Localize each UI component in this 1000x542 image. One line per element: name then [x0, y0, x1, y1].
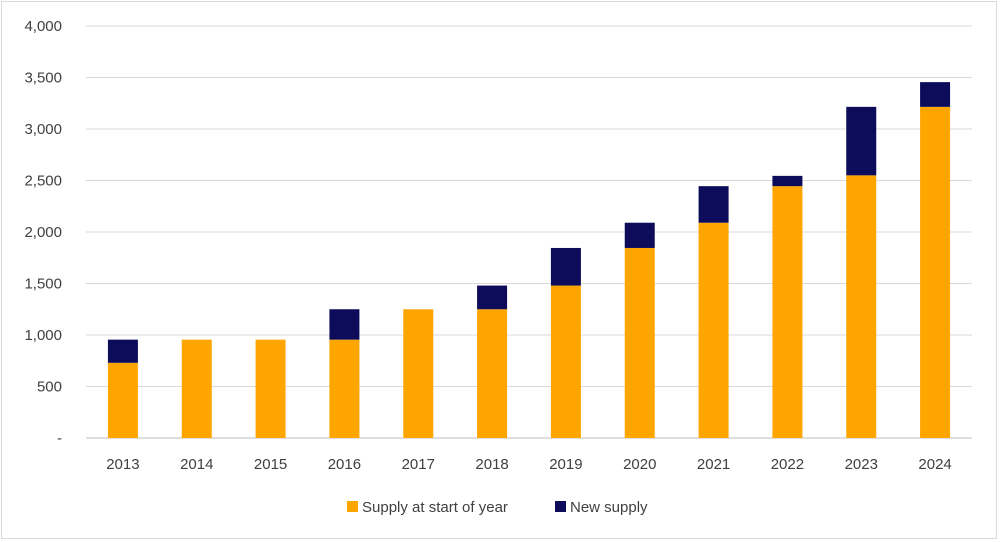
x-tick-label: 2021	[697, 456, 730, 473]
x-tick-label: 2023	[845, 456, 878, 473]
bar-new-supply	[624, 222, 655, 248]
y-tick-label: 2,000	[24, 224, 62, 241]
bar-new-supply	[107, 339, 138, 363]
x-tick-label: 2024	[918, 456, 951, 473]
bar-supply-start	[698, 222, 729, 438]
bar-supply-start	[772, 186, 803, 438]
bar-new-supply	[698, 186, 729, 223]
bar-new-supply	[846, 106, 877, 176]
bar-supply-start	[846, 175, 877, 438]
bar-new-supply	[477, 285, 508, 310]
y-tick-label: 3,500	[24, 70, 62, 87]
bar-supply-start	[624, 247, 655, 438]
y-tick-label: 500	[37, 379, 62, 396]
legend-label-new-supply: New supply	[570, 499, 648, 516]
x-tick-label: 2019	[549, 456, 582, 473]
x-tick-label: 2015	[254, 456, 287, 473]
bar-new-supply	[329, 309, 360, 340]
legend-swatch-new-supply	[555, 501, 566, 512]
legend-swatch-supply-start	[347, 501, 358, 512]
y-tick-label: 2,500	[24, 173, 62, 190]
y-tick-label: 4,000	[24, 18, 62, 35]
x-tick-label: 2014	[180, 456, 213, 473]
bar-supply-start	[920, 106, 951, 438]
bar-new-supply	[550, 247, 581, 286]
bar-supply-start	[329, 339, 360, 438]
bar-supply-start	[181, 339, 212, 438]
bar-supply-start	[255, 339, 286, 438]
bar-supply-start	[550, 285, 581, 438]
y-tick-label: -	[57, 430, 62, 447]
y-tick-label: 1,500	[24, 276, 62, 293]
bar-supply-start	[403, 309, 434, 438]
bar-supply-start	[107, 362, 138, 438]
x-tick-label: 2018	[475, 456, 508, 473]
legend-label-supply-start: Supply at start of year	[362, 499, 508, 516]
x-tick-label: 2020	[623, 456, 656, 473]
bar-new-supply	[920, 82, 951, 107]
x-tick-label: 2016	[328, 456, 361, 473]
x-tick-label: 2017	[402, 456, 435, 473]
bar-new-supply	[772, 175, 803, 187]
y-tick-label: 1,000	[24, 327, 62, 344]
x-tick-label: 2022	[771, 456, 804, 473]
x-tick-label: 2013	[106, 456, 139, 473]
bar-supply-start	[477, 309, 508, 438]
y-tick-label: 3,000	[24, 121, 62, 138]
